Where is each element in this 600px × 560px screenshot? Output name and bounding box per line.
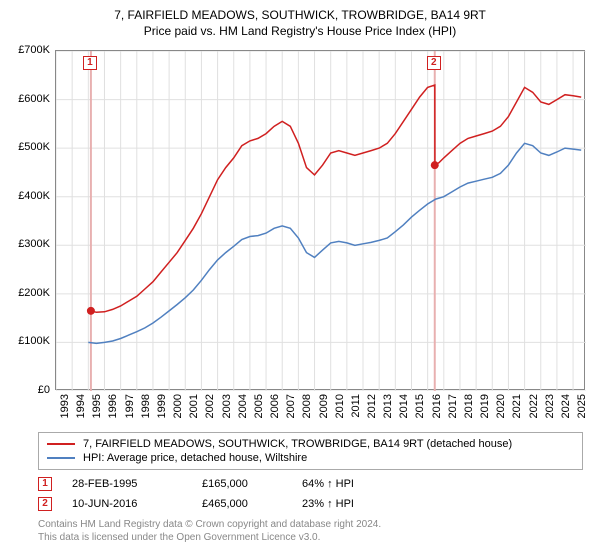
legend-swatch-property	[47, 443, 75, 445]
sales-table: 1 28-FEB-1995 £165,000 64% ↑ HPI 2 10-JU…	[38, 474, 422, 514]
chart-subtitle: Price paid vs. HM Land Registry's House …	[0, 22, 600, 44]
sales-row: 1 28-FEB-1995 £165,000 64% ↑ HPI	[38, 474, 422, 494]
footer-attribution: Contains HM Land Registry data © Crown c…	[38, 518, 381, 544]
y-tick-label: £600K	[0, 93, 50, 105]
x-tick-label: 2021	[511, 394, 523, 418]
sale-price: £465,000	[202, 498, 302, 510]
x-tick-label: 2008	[301, 394, 313, 418]
x-tick-label: 2009	[318, 394, 330, 418]
plot-area	[55, 50, 585, 390]
legend: 7, FAIRFIELD MEADOWS, SOUTHWICK, TROWBRI…	[38, 432, 583, 470]
sale-marker-badge: 2	[427, 56, 441, 70]
x-tick-label: 2012	[366, 394, 378, 418]
x-tick-label: 2001	[188, 394, 200, 418]
x-tick-label: 2006	[269, 394, 281, 418]
x-tick-label: 2005	[253, 394, 265, 418]
legend-swatch-hpi	[47, 457, 75, 459]
x-tick-label: 2023	[544, 394, 556, 418]
x-tick-label: 2004	[237, 394, 249, 418]
x-tick-label: 2007	[285, 394, 297, 418]
sale-marker-badge: 1	[83, 56, 97, 70]
legend-label-property: 7, FAIRFIELD MEADOWS, SOUTHWICK, TROWBRI…	[83, 438, 512, 450]
y-tick-label: £300K	[0, 238, 50, 250]
plot-svg	[56, 51, 586, 391]
sale-date: 10-JUN-2016	[72, 498, 202, 510]
footer-line1: Contains HM Land Registry data © Crown c…	[38, 518, 381, 531]
x-tick-label: 2024	[560, 394, 572, 418]
legend-row: 7, FAIRFIELD MEADOWS, SOUTHWICK, TROWBRI…	[47, 437, 574, 451]
x-tick-label: 1998	[140, 394, 152, 418]
x-tick-label: 1996	[107, 394, 119, 418]
x-tick-label: 1997	[124, 394, 136, 418]
sale-badge-2: 2	[38, 497, 52, 511]
x-tick-label: 1999	[156, 394, 168, 418]
x-tick-label: 2015	[414, 394, 426, 418]
sales-row: 2 10-JUN-2016 £465,000 23% ↑ HPI	[38, 494, 422, 514]
y-tick-label: £200K	[0, 287, 50, 299]
x-tick-label: 2003	[221, 394, 233, 418]
x-tick-label: 2022	[528, 394, 540, 418]
y-tick-label: £700K	[0, 44, 50, 56]
x-tick-label: 2025	[576, 394, 588, 418]
legend-label-hpi: HPI: Average price, detached house, Wilt…	[83, 452, 307, 464]
sale-pct: 23% ↑ HPI	[302, 498, 422, 510]
y-tick-label: £0	[0, 384, 50, 396]
x-tick-label: 2000	[172, 394, 184, 418]
sale-badge-1: 1	[38, 477, 52, 491]
x-tick-label: 1994	[75, 394, 87, 418]
x-tick-label: 2019	[479, 394, 491, 418]
x-tick-label: 2011	[350, 394, 362, 418]
sale-date: 28-FEB-1995	[72, 478, 202, 490]
x-tick-label: 1995	[91, 394, 103, 418]
x-tick-label: 2017	[447, 394, 459, 418]
legend-row: HPI: Average price, detached house, Wilt…	[47, 451, 574, 465]
sale-pct: 64% ↑ HPI	[302, 478, 422, 490]
x-tick-label: 2013	[382, 394, 394, 418]
y-tick-label: £400K	[0, 190, 50, 202]
x-tick-label: 2010	[334, 394, 346, 418]
y-tick-label: £100K	[0, 335, 50, 347]
x-tick-label: 2002	[204, 394, 216, 418]
chart-container: 7, FAIRFIELD MEADOWS, SOUTHWICK, TROWBRI…	[0, 0, 600, 560]
x-tick-label: 1993	[59, 394, 71, 418]
y-tick-label: £500K	[0, 141, 50, 153]
sale-price: £165,000	[202, 478, 302, 490]
x-tick-label: 2018	[463, 394, 475, 418]
x-tick-label: 2020	[495, 394, 507, 418]
footer-line2: This data is licensed under the Open Gov…	[38, 531, 381, 544]
chart-title: 7, FAIRFIELD MEADOWS, SOUTHWICK, TROWBRI…	[0, 0, 600, 22]
x-tick-label: 2016	[431, 394, 443, 418]
x-tick-label: 2014	[398, 394, 410, 418]
